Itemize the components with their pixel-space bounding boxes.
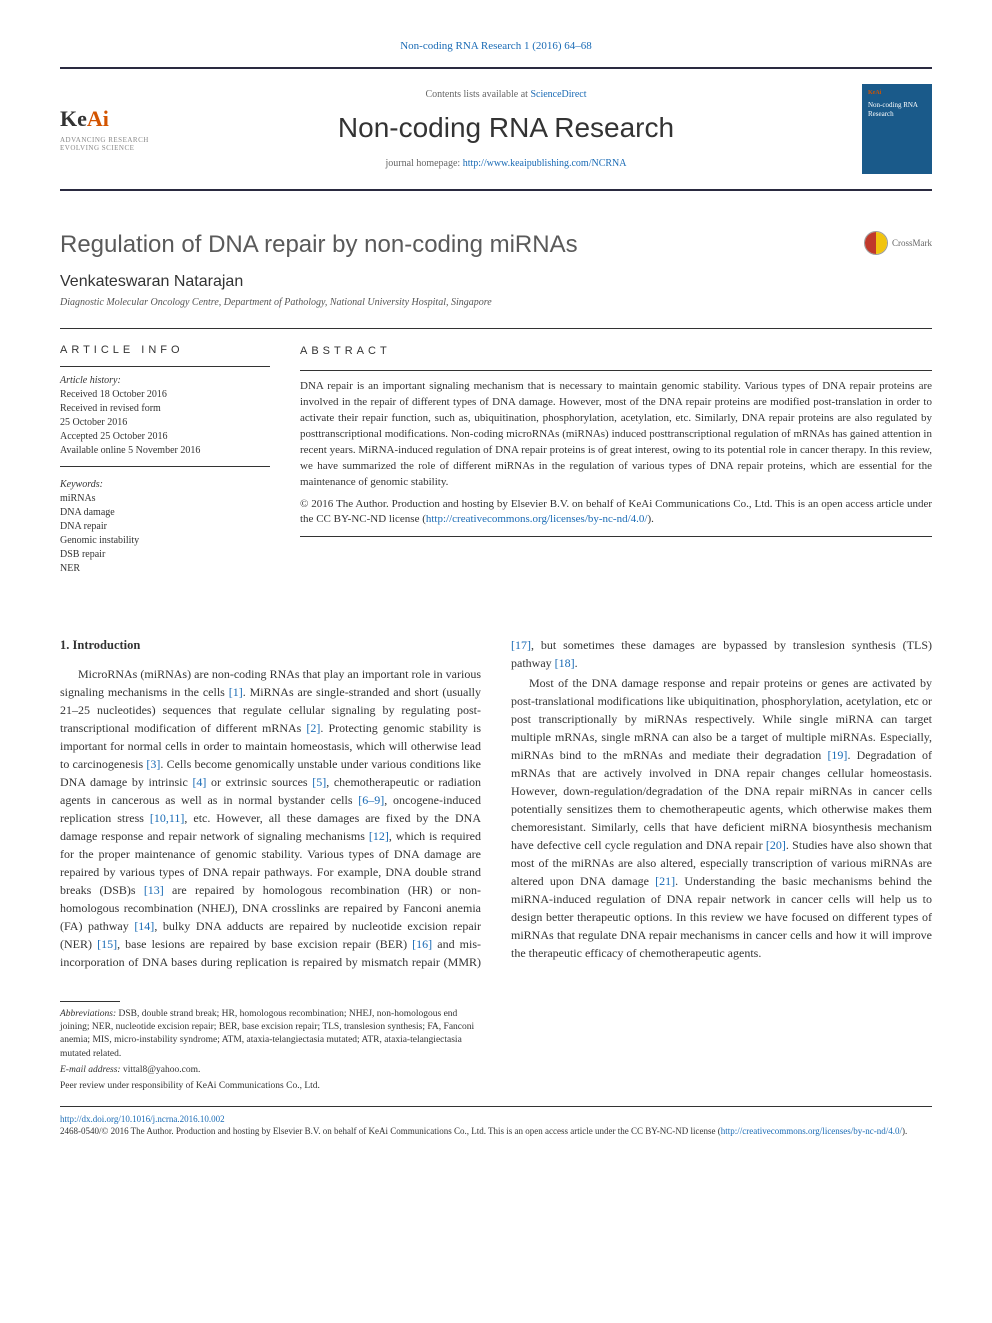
- ref-link[interactable]: [20]: [766, 838, 786, 852]
- ref-link[interactable]: [12]: [369, 829, 389, 843]
- keyword: DNA damage: [60, 506, 270, 520]
- ref-link[interactable]: [1]: [229, 685, 243, 699]
- abstract-bottom-divider: [300, 536, 932, 537]
- info-divider: [60, 466, 270, 467]
- keyword: DNA repair: [60, 520, 270, 534]
- ref-link[interactable]: [5]: [312, 775, 326, 789]
- cover-title: Non-coding RNA Research: [868, 101, 926, 118]
- ref-link[interactable]: [6–9]: [358, 793, 384, 807]
- ref-link[interactable]: [21]: [655, 874, 675, 888]
- ref-link[interactable]: [4]: [192, 775, 206, 789]
- body-text: .: [575, 656, 578, 670]
- abstract-text: DNA repair is an important signaling mec…: [300, 379, 932, 491]
- journal-homepage: journal homepage: http://www.keaipublish…: [170, 158, 842, 169]
- info-divider: [60, 366, 270, 367]
- abstract-copyright: © 2016 The Author. Production and hostin…: [300, 497, 932, 529]
- journal-header: KeAi ADVANCING RESEARCH EVOLVING SCIENCE…: [60, 67, 932, 191]
- ref-link[interactable]: [16]: [412, 937, 432, 951]
- article-title: Regulation of DNA repair by non-coding m…: [60, 231, 578, 259]
- footnotes: Abbreviations: DSB, double strand break;…: [60, 1001, 479, 1094]
- ref-link[interactable]: [15]: [97, 937, 117, 951]
- keyword: NER: [60, 562, 270, 576]
- abbrev-label: Abbreviations:: [60, 1009, 116, 1019]
- abbrev-text: DSB, double strand break; HR, homologous…: [60, 1009, 474, 1059]
- journal-citation: Non-coding RNA Research 1 (2016) 64–68: [60, 40, 932, 52]
- keyword: miRNAs: [60, 492, 270, 506]
- footer-license-link[interactable]: http://creativecommons.org/licenses/by-n…: [721, 1126, 902, 1136]
- page-footer: http://dx.doi.org/10.1016/j.ncrna.2016.1…: [60, 1113, 932, 1138]
- abstract-column: ABSTRACT DNA repair is an important sign…: [300, 344, 932, 576]
- history-item: Available online 5 November 2016: [60, 444, 270, 458]
- publisher-logo: KeAi ADVANCING RESEARCH EVOLVING SCIENCE: [60, 106, 150, 153]
- history-item: Received 18 October 2016: [60, 388, 270, 402]
- history-item: 25 October 2016: [60, 416, 270, 430]
- homepage-link[interactable]: http://www.keaipublishing.com/NCRNA: [463, 158, 627, 169]
- issn-copyright: 2468-0540/© 2016 The Author. Production …: [60, 1126, 721, 1136]
- abstract-divider: [300, 370, 932, 371]
- keyword: DSB repair: [60, 548, 270, 562]
- footer-divider: [60, 1106, 932, 1107]
- section-divider: [60, 328, 932, 329]
- doi-link[interactable]: http://dx.doi.org/10.1016/j.ncrna.2016.1…: [60, 1114, 225, 1124]
- email-label: E-mail address:: [60, 1065, 121, 1075]
- contents-prefix: Contents lists available at: [425, 89, 530, 100]
- body-text: or extrinsic sources: [206, 775, 312, 789]
- ref-link[interactable]: [17]: [511, 638, 531, 652]
- contents-line: Contents lists available at ScienceDirec…: [170, 89, 842, 100]
- abstract-header: ABSTRACT: [300, 344, 932, 360]
- email-address[interactable]: vittal8@yahoo.com.: [121, 1065, 201, 1075]
- keywords-label: Keywords:: [60, 479, 270, 490]
- author-affiliation: Diagnostic Molecular Oncology Centre, De…: [60, 297, 932, 308]
- history-item: Received in revised form: [60, 402, 270, 416]
- homepage-prefix: journal homepage:: [386, 158, 463, 169]
- history-label: Article history:: [60, 375, 270, 386]
- ref-link[interactable]: [14]: [134, 919, 154, 933]
- peer-review-note: Peer review under responsibility of KeAi…: [60, 1080, 479, 1093]
- ref-link[interactable]: [13]: [144, 883, 164, 897]
- ref-link[interactable]: [18]: [555, 656, 575, 670]
- article-info-column: ARTICLE INFO Article history: Received 1…: [60, 344, 270, 576]
- history-item: Accepted 25 October 2016: [60, 430, 270, 444]
- sciencedirect-link[interactable]: ScienceDirect: [530, 89, 586, 100]
- ref-link[interactable]: [19]: [827, 748, 847, 762]
- footnote-divider: [60, 1001, 120, 1002]
- crossmark-badge[interactable]: CrossMark: [864, 231, 932, 255]
- keyword: Genomic instability: [60, 534, 270, 548]
- crossmark-label: CrossMark: [892, 238, 932, 248]
- crossmark-icon: [864, 231, 888, 255]
- body-text: , base lesions are repaired by base exci…: [117, 937, 412, 951]
- article-info-header: ARTICLE INFO: [60, 344, 270, 356]
- journal-cover-thumbnail: KeAi Non-coding RNA Research: [862, 84, 932, 174]
- copyright-suffix: ).: [647, 513, 653, 525]
- section-heading: 1. Introduction: [60, 636, 481, 655]
- footer-suffix: ).: [902, 1126, 907, 1136]
- logo-tagline: ADVANCING RESEARCH EVOLVING SCIENCE: [60, 136, 150, 153]
- ref-link[interactable]: [2]: [306, 721, 320, 735]
- journal-name: Non-coding RNA Research: [170, 112, 842, 144]
- ref-link[interactable]: [10,11]: [150, 811, 185, 825]
- article-body: 1. Introduction MicroRNAs (miRNAs) are n…: [60, 636, 932, 971]
- body-text: . Degradation of mRNAs that are actively…: [511, 748, 932, 852]
- ref-link[interactable]: [3]: [146, 757, 160, 771]
- body-paragraph: Most of the DNA damage response and repa…: [511, 674, 932, 962]
- license-link[interactable]: http://creativecommons.org/licenses/by-n…: [426, 513, 648, 525]
- author-name: Venkateswaran Natarajan: [60, 273, 932, 291]
